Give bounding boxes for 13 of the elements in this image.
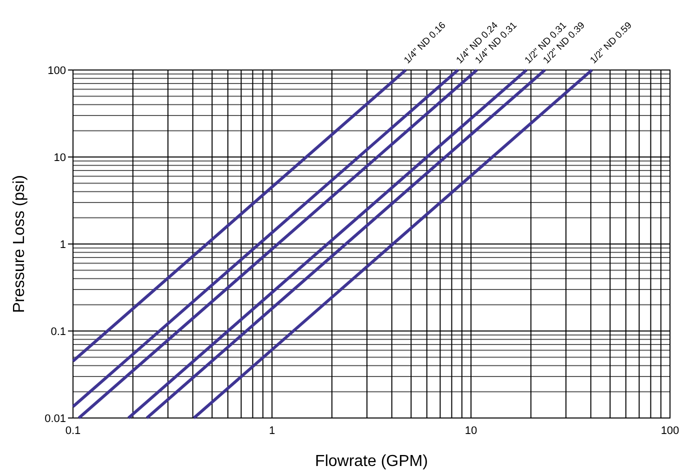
text: 1/2" ND 0.59 [588, 20, 634, 66]
x-tick-label: 100 [660, 425, 680, 437]
x-tick-label: 0.1 [65, 425, 81, 437]
x-axis-title: Flowrate (GPM) [315, 453, 428, 470]
x-tick-label: 1 [268, 425, 276, 437]
y-tick-label: 1 [60, 238, 66, 251]
y-axis-title: Pressure Loss (psi) [11, 175, 28, 313]
y-tick-label: 10 [54, 152, 66, 164]
y-tick-label: 100 [48, 64, 66, 77]
y-tick-label: 0.1 [50, 326, 66, 338]
x-tick-label: 10 [464, 425, 478, 437]
y-tick-label: 0.01 [44, 412, 66, 425]
text: 1/4" ND 0.16 [402, 20, 448, 66]
